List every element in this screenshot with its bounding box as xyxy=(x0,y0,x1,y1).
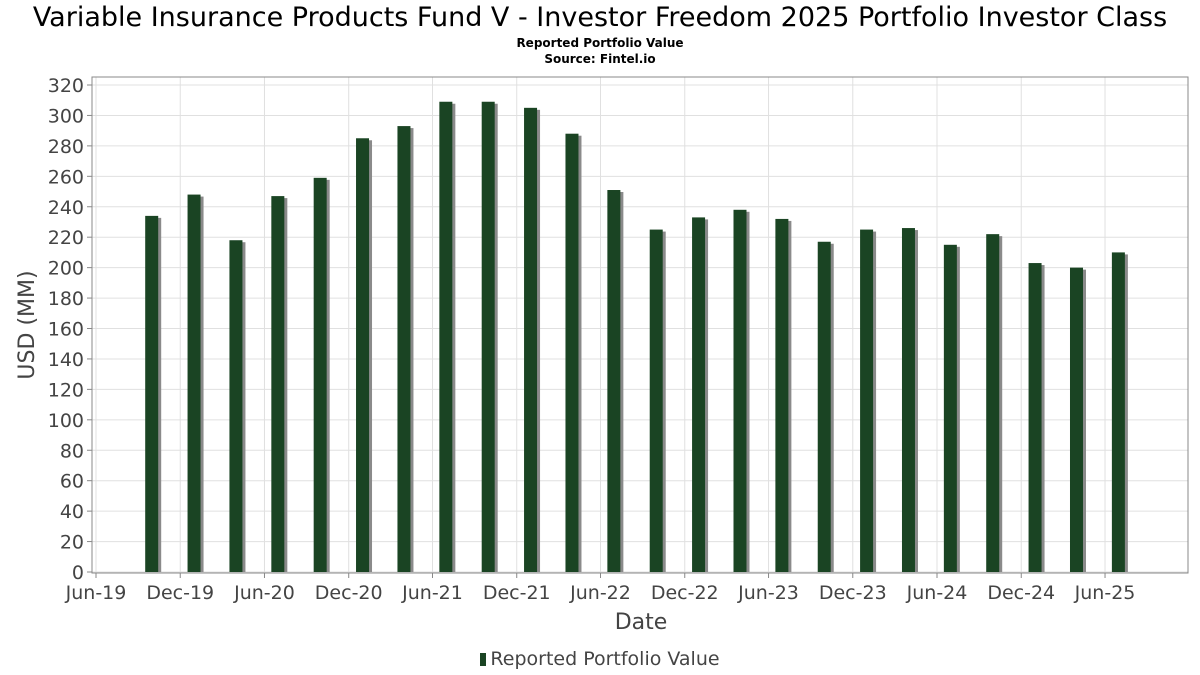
legend: Reported Portfolio Value xyxy=(0,648,1200,670)
y-axis-label: USD (MM) xyxy=(15,270,40,379)
x-tick-label: Dec-20 xyxy=(315,582,383,604)
bar xyxy=(1028,263,1042,572)
legend-swatch xyxy=(480,653,487,666)
x-tick-label: Dec-23 xyxy=(819,582,887,604)
chart-subtitle: Reported Portfolio Value xyxy=(516,36,684,50)
x-tick-label: Jun-19 xyxy=(65,582,127,604)
x-tick-label: Jun-23 xyxy=(737,582,799,604)
bar xyxy=(271,196,285,573)
bar xyxy=(817,241,831,573)
x-tick-label: Jun-24 xyxy=(906,582,968,604)
bar xyxy=(439,101,453,572)
chart-source: Source: Fintel.io xyxy=(544,52,656,66)
y-axis-ticks: 0 20 40 60 80 100 120 140 160 180 200 220 240 260 280 3… xyxy=(48,75,92,584)
y-tick-label: 280 xyxy=(48,136,84,158)
bar xyxy=(397,126,411,572)
grid-lines xyxy=(92,77,1188,573)
y-tick-label: 240 xyxy=(48,197,84,219)
x-tick-label: Dec-21 xyxy=(483,582,551,604)
y-tick-label: 160 xyxy=(48,319,84,341)
chart-title: Variable Insurance Products Fund V - Inv… xyxy=(32,2,1168,33)
y-tick-label: 60 xyxy=(60,471,84,493)
y-tick-label: 100 xyxy=(48,410,84,432)
x-tick-label: Jun-22 xyxy=(569,582,631,604)
y-tick-label: 200 xyxy=(48,258,84,280)
bar xyxy=(524,107,538,572)
y-tick-label: 220 xyxy=(48,227,84,249)
y-tick-label: 260 xyxy=(48,166,84,188)
bar xyxy=(481,101,495,572)
y-tick-label: 20 xyxy=(60,532,84,554)
bar xyxy=(607,190,621,572)
x-axis-ticks: Jun-19 Dec-19 Jun-20 Dec-20 Jun-21 Dec-21 Jun-… xyxy=(65,573,1136,604)
plot-area xyxy=(91,76,1189,574)
bar xyxy=(565,133,579,572)
x-tick-label: Dec-19 xyxy=(146,582,214,604)
y-tick-label: 300 xyxy=(48,105,84,127)
bar xyxy=(229,240,243,572)
bar xyxy=(1069,267,1083,572)
bar xyxy=(692,217,706,572)
bar xyxy=(313,177,327,572)
bar xyxy=(860,229,874,572)
bar xyxy=(775,218,789,573)
bar xyxy=(901,228,915,572)
bar xyxy=(733,209,747,572)
legend-label: Reported Portfolio Value xyxy=(490,648,720,670)
bar xyxy=(943,244,957,572)
x-tick-label: Dec-22 xyxy=(651,582,719,604)
bar xyxy=(649,229,663,572)
y-tick-label: 320 xyxy=(48,75,84,97)
x-tick-label: Jun-21 xyxy=(401,582,463,604)
bars xyxy=(145,101,1128,573)
bar xyxy=(145,215,159,572)
y-tick-label: 80 xyxy=(60,440,84,462)
bar xyxy=(356,138,370,572)
y-tick-label: 0 xyxy=(72,562,84,584)
y-tick-label: 180 xyxy=(48,288,84,310)
bar xyxy=(1111,252,1125,572)
y-tick-label: 140 xyxy=(48,349,84,371)
y-tick-label: 120 xyxy=(48,379,84,401)
x-axis-label: Date xyxy=(615,610,668,635)
x-tick-label: Jun-20 xyxy=(233,582,295,604)
bar xyxy=(986,234,1000,573)
x-tick-label: Jun-25 xyxy=(1074,582,1136,604)
y-tick-label: 40 xyxy=(60,501,84,523)
bar xyxy=(187,194,201,572)
x-tick-label: Dec-24 xyxy=(987,582,1055,604)
